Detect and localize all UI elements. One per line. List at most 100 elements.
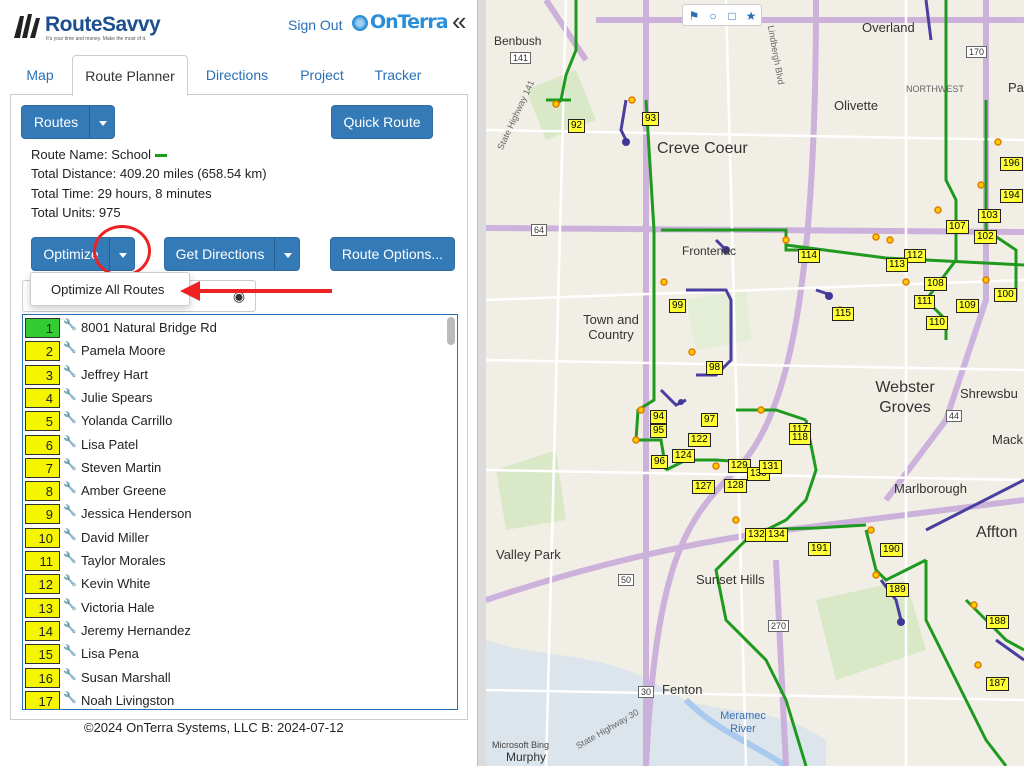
stop-number: 4 <box>25 387 60 408</box>
route-options-button[interactable]: Route Options... <box>330 237 455 271</box>
wrench-icon[interactable]: 🔧 <box>63 645 77 658</box>
map-view[interactable]: ⚑ ○ □ ★ Benbush Overland Olivette NORTHW… <box>486 0 1024 766</box>
chevron-down-icon <box>98 120 107 126</box>
wrench-icon[interactable]: 🔧 <box>63 319 77 331</box>
stop-row[interactable]: 2 🔧 Pamela Moore <box>23 339 443 362</box>
stop-number: 9 <box>25 504 60 525</box>
stop-marker[interactable]: 189 <box>886 583 909 597</box>
stop-marker[interactable]: 114 <box>798 249 820 263</box>
stop-row[interactable]: 12 🔧 Kevin White <box>23 572 443 595</box>
stop-row[interactable]: 13 🔧 Victoria Hale <box>23 596 443 619</box>
stop-marker[interactable]: 93 <box>642 112 660 126</box>
tab-directions[interactable]: Directions <box>205 67 269 83</box>
stop-marker[interactable]: 129 <box>728 459 751 473</box>
collapse-panel-icon[interactable]: « <box>452 6 467 36</box>
stop-marker[interactable]: 194 <box>1000 189 1023 203</box>
stop-marker[interactable]: 118 <box>789 431 811 445</box>
stop-row[interactable]: 4 🔧 Julie Spears <box>23 386 443 409</box>
stop-marker[interactable]: 100 <box>994 288 1017 302</box>
wrench-icon[interactable]: 🔧 <box>63 505 77 518</box>
square-draw-icon[interactable]: □ <box>728 9 736 23</box>
star-icon[interactable]: ★ <box>745 9 757 23</box>
wrench-icon[interactable]: 🔧 <box>63 458 77 471</box>
wrench-icon[interactable]: 🔧 <box>63 575 77 588</box>
stop-marker[interactable]: 124 <box>672 449 695 463</box>
stop-marker[interactable]: 128 <box>724 479 747 493</box>
circle-draw-icon[interactable]: ○ <box>709 9 717 23</box>
stop-row[interactable]: 1 🔧 8001 Natural Bridge Rd <box>23 316 443 339</box>
wrench-icon[interactable]: 🔧 <box>63 388 77 401</box>
tab-map[interactable]: Map <box>26 67 54 83</box>
wrench-icon[interactable]: 🔧 <box>63 621 77 634</box>
stop-marker[interactable]: 98 <box>706 361 724 375</box>
wrench-icon[interactable]: 🔧 <box>63 482 77 495</box>
routes-dropdown-toggle[interactable] <box>89 106 115 138</box>
stop-marker[interactable]: 96 <box>651 455 669 469</box>
stop-marker[interactable]: 115 <box>832 307 854 321</box>
stop-marker[interactable]: 134 <box>765 528 788 542</box>
stop-marker[interactable]: 112 <box>904 249 926 263</box>
stop-marker[interactable]: 187 <box>986 677 1009 691</box>
stop-marker[interactable]: 102 <box>974 230 997 244</box>
tab-project[interactable]: Project <box>300 67 344 83</box>
stop-row[interactable]: 8 🔧 Amber Greene <box>23 479 443 502</box>
road-shield: 50 <box>618 574 635 586</box>
get-directions-button[interactable]: Get Directions <box>164 237 300 271</box>
wrench-icon[interactable]: 🔧 <box>63 365 77 378</box>
stop-marker[interactable]: 131 <box>759 460 782 474</box>
stop-marker[interactable]: 113 <box>886 258 908 272</box>
stop-marker[interactable]: 95 <box>650 424 668 438</box>
tab-tracker[interactable]: Tracker <box>374 67 422 83</box>
tab-route-planner[interactable]: Route Planner <box>72 55 188 96</box>
stop-row[interactable]: 17 🔧 Noah Livingston <box>23 689 443 709</box>
stop-marker[interactable]: 109 <box>956 299 979 313</box>
stop-marker[interactable]: 188 <box>986 615 1009 629</box>
stop-row[interactable]: 7 🔧 Steven Martin <box>23 456 443 479</box>
stop-row[interactable]: 16 🔧 Susan Marshall <box>23 666 443 689</box>
stop-row[interactable]: 10 🔧 David Miller <box>23 526 443 549</box>
locate-icon[interactable]: ◉ <box>232 288 246 304</box>
stop-marker[interactable]: 103 <box>978 209 1001 223</box>
wrench-icon[interactable]: 🔧 <box>63 691 77 704</box>
wrench-icon[interactable]: 🔧 <box>63 435 77 448</box>
list-scrollbar[interactable] <box>447 317 455 345</box>
stop-marker[interactable]: 196 <box>1000 157 1023 171</box>
stop-row[interactable]: 14 🔧 Jeremy Hernandez <box>23 619 443 642</box>
stop-name: 8001 Natural Bridge Rd <box>81 320 217 335</box>
stop-marker[interactable]: 127 <box>692 480 715 494</box>
quick-route-button[interactable]: Quick Route <box>331 105 433 139</box>
stop-row[interactable]: 5 🔧 Yolanda Carrillo <box>23 409 443 432</box>
flag-icon[interactable]: ⚑ <box>688 9 700 23</box>
wrench-icon[interactable]: 🔧 <box>63 552 77 564</box>
stop-marker[interactable]: 107 <box>946 220 969 234</box>
stop-marker[interactable]: 99 <box>669 299 687 313</box>
stop-row[interactable]: 15 🔧 Lisa Pena <box>23 642 443 665</box>
stop-row[interactable]: 6 🔧 Lisa Patel <box>23 433 443 456</box>
stop-row[interactable]: 3 🔧 Jeffrey Hart <box>23 363 443 386</box>
stop-marker[interactable]: 110 <box>926 316 948 330</box>
routes-button[interactable]: Routes <box>21 105 115 139</box>
stop-row[interactable]: 9 🔧 Jessica Henderson <box>23 502 443 525</box>
stop-marker[interactable]: 111 <box>914 295 936 309</box>
stop-marker[interactable]: 92 <box>568 119 586 133</box>
stop-marker[interactable]: 108 <box>924 277 947 291</box>
wrench-icon[interactable]: 🔧 <box>63 412 77 425</box>
optimize-all-routes-menu-item[interactable]: Optimize All Routes <box>30 272 190 306</box>
route-name: Route Name: School <box>31 147 167 162</box>
stop-marker[interactable]: 191 <box>808 542 831 556</box>
sign-out-link[interactable]: Sign Out <box>288 17 343 33</box>
stop-marker[interactable]: 97 <box>701 413 719 427</box>
stop-name: Amber Greene <box>81 483 167 499</box>
stop-row[interactable]: 11 🔧 Taylor Morales <box>23 549 443 572</box>
wrench-icon[interactable]: 🔧 <box>63 342 77 355</box>
stops-list[interactable]: 1 🔧 8001 Natural Bridge Rd 2 🔧 Pamela Moore 3 🔧… <box>22 314 458 710</box>
get-directions-dropdown-toggle[interactable] <box>274 238 300 270</box>
stop-name: Lisa Patel <box>81 436 139 452</box>
wrench-icon[interactable]: 🔧 <box>63 598 77 611</box>
stop-marker[interactable]: 190 <box>880 543 903 557</box>
wrench-icon[interactable]: 🔧 <box>63 528 77 541</box>
stop-marker[interactable]: 94 <box>650 410 668 424</box>
routesavvy-logo-icon <box>14 14 40 38</box>
stop-marker[interactable]: 122 <box>688 433 711 447</box>
wrench-icon[interactable]: 🔧 <box>63 668 77 681</box>
